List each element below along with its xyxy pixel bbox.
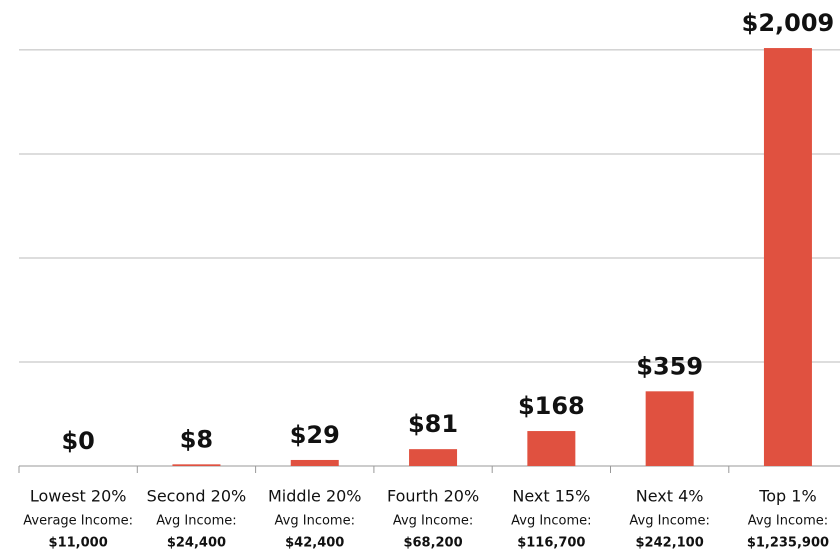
- bar: [645, 391, 694, 466]
- x-tick-sublabel: Avg Income:: [748, 514, 828, 529]
- bar: [290, 459, 339, 466]
- x-tick-sublabel: Avg Income:: [629, 514, 709, 529]
- bar: [763, 48, 812, 467]
- x-tick-sublabel: Avg Income:: [393, 514, 473, 529]
- bar: [172, 464, 221, 466]
- x-tick-sublabel: Avg Income:: [511, 514, 591, 529]
- value-label: $168: [518, 392, 585, 420]
- x-tick-label: Fourth 20%: [387, 487, 479, 506]
- x-tick-sublabel: Avg Income:: [275, 514, 355, 529]
- x-tick-income: $116,700: [517, 536, 585, 551]
- value-label: $81: [408, 410, 458, 438]
- x-tick-sublabel: Avg Income:: [156, 514, 236, 529]
- bar: [527, 431, 576, 466]
- value-label: $359: [636, 352, 703, 380]
- x-tick-label: Top 1%: [758, 487, 816, 506]
- x-tick-income: $11,000: [49, 536, 108, 551]
- x-tick-income: $24,400: [167, 536, 226, 551]
- value-label: $29: [290, 421, 340, 449]
- x-tick-income: $42,400: [285, 536, 344, 551]
- bar: [409, 449, 458, 466]
- x-tick-label: Second 20%: [147, 487, 247, 506]
- x-tick-label: Next 4%: [636, 487, 704, 506]
- x-tick-sublabel: Average Income:: [23, 514, 133, 529]
- value-label: $2,009: [742, 9, 835, 37]
- x-tick-label: Next 15%: [512, 487, 590, 506]
- value-label: $0: [61, 427, 94, 455]
- value-label: $8: [180, 425, 213, 453]
- x-tick-income: $242,100: [636, 536, 704, 551]
- x-tick-income: $1,235,900: [747, 536, 829, 551]
- x-tick-income: $68,200: [403, 536, 462, 551]
- x-tick-label: Lowest 20%: [30, 487, 127, 506]
- x-tick-label: Middle 20%: [268, 487, 362, 506]
